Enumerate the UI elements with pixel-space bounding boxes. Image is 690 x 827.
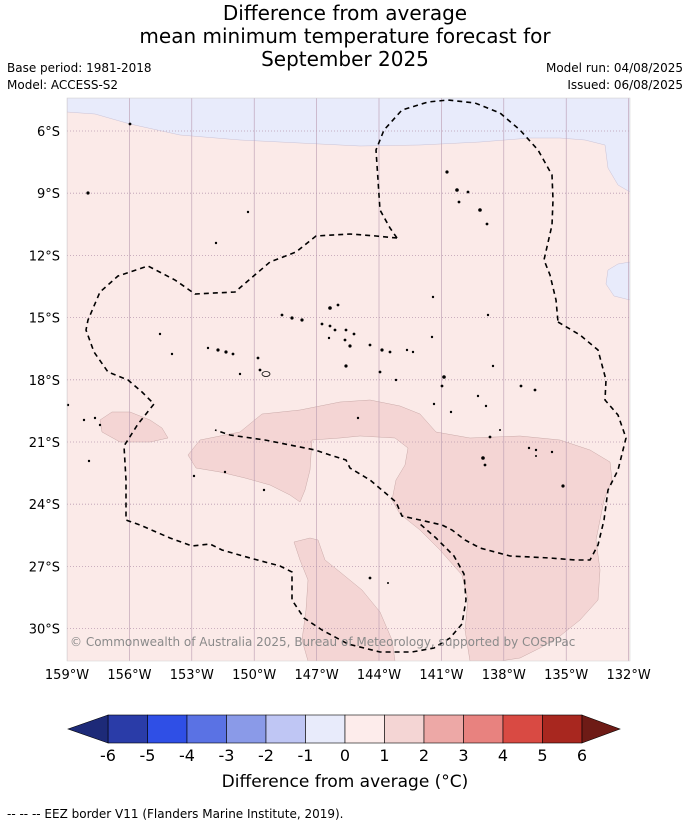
- lat-label: 9°S: [37, 187, 60, 202]
- lon-label: 156°W: [107, 668, 151, 683]
- model-run-text: Model run: 04/08/2025: [545, 61, 683, 75]
- issued-text: Issued: 06/08/2025: [567, 78, 683, 92]
- lon-label: 144°W: [357, 668, 401, 683]
- chart-title: Difference from average mean minimum tem…: [0, 2, 690, 71]
- colorbar-cell: [542, 714, 583, 744]
- colorbar-cell: [147, 714, 188, 744]
- latitude-labels: 6°S 9°S 12°S 15°S 18°S 21°S 24°S 27°S 30°S: [29, 125, 60, 638]
- colorbar-cells: [107, 714, 583, 744]
- colorbar-cell: [384, 714, 425, 744]
- eez-border-kiribati: [375, 99, 559, 323]
- lon-label: 150°W: [232, 668, 276, 683]
- lat-label: 18°S: [29, 374, 60, 389]
- colorbar-tick: 6: [577, 746, 587, 765]
- colorbar-tick: -6: [100, 746, 116, 765]
- map-panel: 6°S 9°S 12°S 15°S 18°S 21°S 24°S 27°S 30°S 159°W…: [29, 97, 651, 683]
- islands: [66, 122, 565, 585]
- colorbar-tick-labels: -6 -5 -4 -3 -2 -1 0 1 2 3 4 5 6: [100, 746, 587, 765]
- lat-label: 21°S: [29, 436, 60, 451]
- colorbar-cell: [463, 714, 504, 744]
- colorbar-tick: -4: [179, 746, 195, 765]
- cool-region-east: [605, 261, 630, 301]
- lon-label: 132°W: [607, 668, 651, 683]
- eez-border-french-polynesia: [214, 321, 627, 561]
- map-frame: [66, 97, 631, 662]
- colorbar-tick: -5: [140, 746, 156, 765]
- lat-label: 12°S: [29, 249, 60, 264]
- eez-border-cook-islands: [85, 233, 467, 653]
- graticule: [67, 98, 630, 661]
- colorbar-cell: [305, 714, 346, 744]
- lat-label: 24°S: [29, 498, 60, 513]
- title-line-3: September 2025: [261, 47, 429, 71]
- colorbar-tick: 5: [537, 746, 547, 765]
- eez-borders: [85, 99, 627, 653]
- lon-label: 159°W: [45, 668, 89, 683]
- lon-label: 138°W: [482, 668, 526, 683]
- lat-label: 30°S: [29, 623, 60, 638]
- colorbar-tick: 0: [340, 746, 350, 765]
- warm-region-south: [293, 537, 396, 661]
- colorbar-tick: -2: [258, 746, 274, 765]
- base-period-text: Base period: 1981-2018: [7, 61, 152, 75]
- model-text: Model: ACCESS-S2: [7, 78, 119, 92]
- longitude-labels: 159°W 156°W 153°W 150°W 147°W 144°W 141°W 138°W…: [45, 668, 651, 683]
- lat-label: 27°S: [29, 560, 60, 575]
- colorbar-tick: 1: [379, 746, 389, 765]
- lon-label: 141°W: [419, 668, 463, 683]
- warm-region-west: [99, 411, 169, 443]
- eez-footnote: -- -- -- EEZ border V11 (Flanders Marine…: [7, 807, 344, 821]
- colorbar-tick: -1: [298, 746, 314, 765]
- colorbar-over-arrow: [581, 714, 621, 744]
- colorbar-cell: [502, 714, 543, 744]
- lat-label: 6°S: [37, 125, 60, 140]
- colorbar-tick: 4: [498, 746, 508, 765]
- meta-left: Base period: 1981-2018 Model: ACCESS-S2: [7, 60, 152, 94]
- colorbar-cell: [423, 714, 464, 744]
- colorbar-under-arrow: [67, 714, 109, 744]
- lon-label: 135°W: [544, 668, 588, 683]
- colorbar-tick: 2: [419, 746, 429, 765]
- copyright-text: © Commonwealth of Australia 2025, Bureau…: [70, 635, 575, 649]
- colorbar-cell: [107, 714, 148, 744]
- colorbar: -6 -5 -4 -3 -2 -1 0 1 2 3 4 5 6: [67, 714, 621, 765]
- title-line-1: Difference from average: [222, 1, 468, 25]
- title-line-2: mean minimum temperature forecast for: [139, 24, 551, 48]
- colorbar-cell: [226, 714, 267, 744]
- colorbar-label: Difference from average (°C): [221, 772, 469, 792]
- colorbar-tick: -3: [219, 746, 235, 765]
- lat-label: 15°S: [29, 312, 60, 327]
- lon-label: 153°W: [170, 668, 214, 683]
- colorbar-cell: [344, 714, 385, 744]
- meta-right: Model run: 04/08/2025 Issued: 06/08/2025: [546, 60, 683, 94]
- lon-label: 147°W: [295, 668, 339, 683]
- anomaly-fields: [67, 98, 630, 661]
- colorbar-cell: [265, 714, 306, 744]
- warm-region-central: [187, 399, 613, 661]
- colorbar-cell: [186, 714, 227, 744]
- colorbar-tick: 3: [458, 746, 468, 765]
